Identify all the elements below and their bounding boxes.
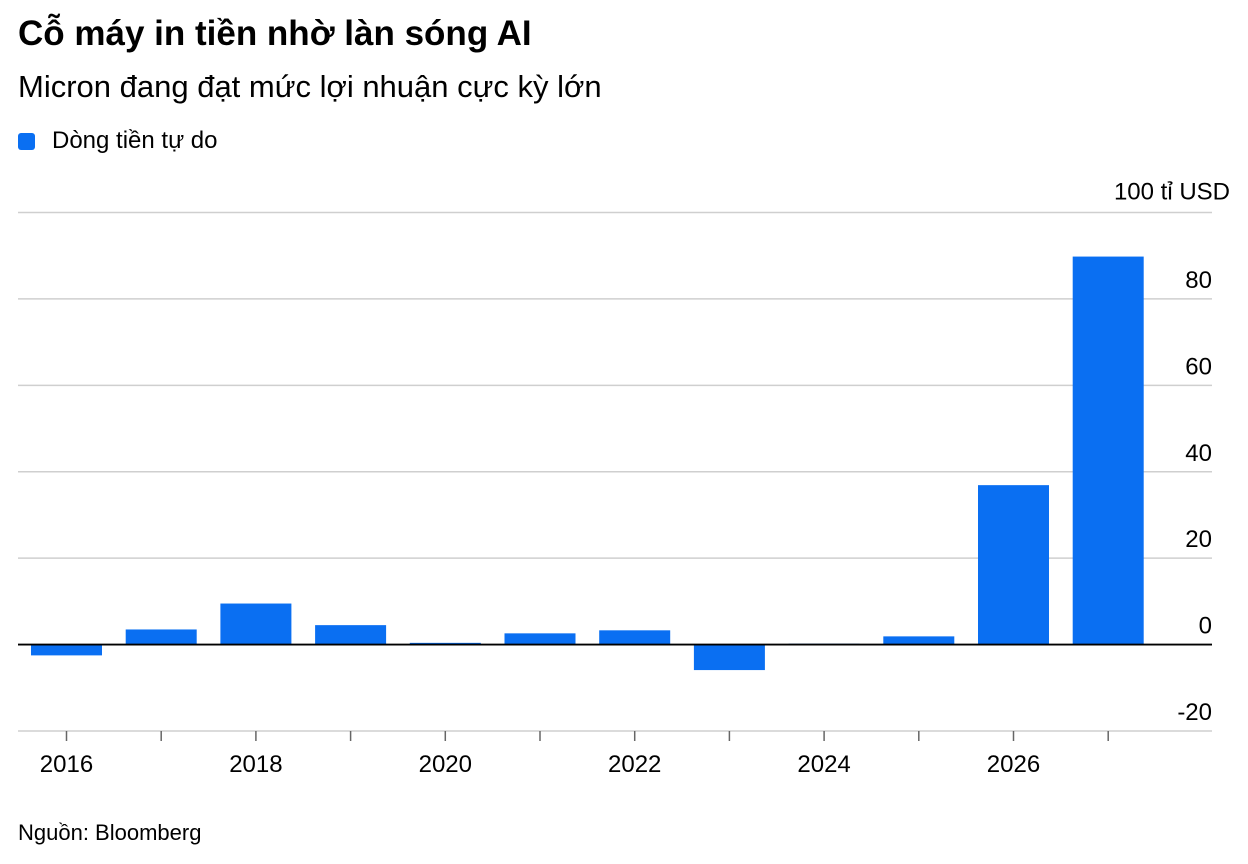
- bar-2019: [315, 625, 386, 644]
- bar-2027: [1073, 257, 1144, 645]
- bar-2018: [220, 604, 291, 645]
- bar-chart: -20 0 20 40 60 80 2016 2018 2020 2022 2024 2026 100…: [0, 0, 1248, 800]
- source-note: Nguồn: Bloomberg: [18, 818, 201, 848]
- y-tick-label: 40: [1185, 440, 1212, 467]
- y-tick-label: 60: [1185, 353, 1212, 380]
- bar-2021: [505, 633, 576, 644]
- y-tick-label: 20: [1185, 526, 1212, 553]
- bar-2026: [978, 485, 1049, 644]
- bar-2017: [126, 629, 197, 644]
- bars: [31, 257, 1144, 671]
- y-tick-label: 80: [1185, 267, 1212, 294]
- x-tick-label: 2018: [229, 751, 282, 778]
- x-tick-label: 2024: [797, 751, 850, 778]
- x-tick-label: 2022: [608, 751, 661, 778]
- bar-2025: [883, 636, 954, 644]
- bar-2016: [31, 645, 102, 656]
- x-tick-label: 2016: [40, 751, 93, 778]
- y-tick-label: 0: [1199, 613, 1212, 640]
- bar-2022: [599, 630, 670, 644]
- x-tick-label: 2026: [987, 751, 1040, 778]
- x-tick-label: 2020: [419, 751, 472, 778]
- grid-lines: [18, 213, 1212, 732]
- y-axis-unit-label: 100 tỉ USD: [1114, 179, 1230, 206]
- bar-2023: [694, 645, 765, 670]
- y-tick-label: -20: [1177, 699, 1212, 726]
